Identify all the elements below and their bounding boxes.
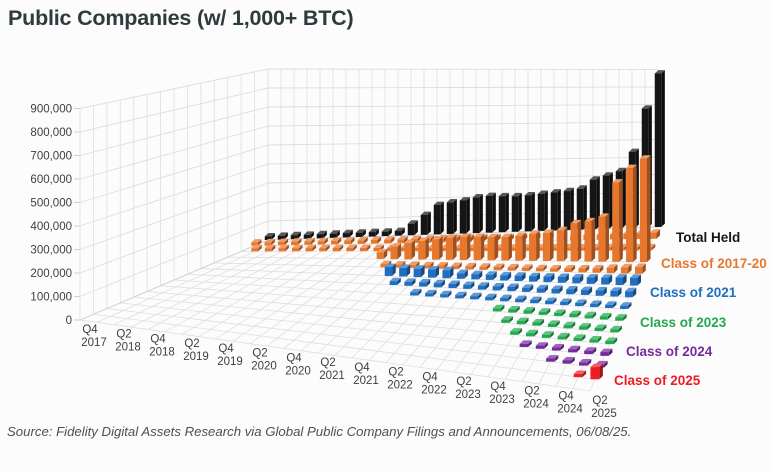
bars-group-class-of-2025 [573,363,603,380]
bars-group-class-of-2024 [519,340,613,368]
y-tick-label: 100,000 [30,292,72,304]
x-tick-label: Q2 2019 [183,338,209,363]
legend-label-class-of-2017-20: Class of 2017-20 [661,256,767,271]
x-tick-label: Q4 2018 [149,333,175,358]
x-tick-label: Q4 2022 [421,371,447,396]
y-tick-label: 900,000 [30,104,72,116]
x-tick-label: Q4 2017 [81,324,107,349]
legend-label-total-held: Total Held [676,230,740,245]
y-tick-label: 200,000 [30,268,72,280]
y-axis-labels: 0 100,000 200,000 300,000 400,000 500,000 600,… [30,104,80,327]
legend-label-class-of-2023: Class of 2023 [640,315,727,330]
legend-label-class-of-2025: Class of 2025 [614,373,701,388]
x-tick-label: Q4 2021 [353,362,379,387]
x-tick-label: Q4 2024 [557,390,583,415]
y-tick-label: 0 [66,315,72,327]
x-tick-label: Q2 2022 [387,367,413,392]
legend-label-class-of-2024: Class of 2024 [626,344,713,359]
x-tick-label: Q4 2020 [285,352,311,377]
y-tick-label: 800,000 [30,127,72,139]
source-note: Source: Fidelity Digital Assets Research… [7,424,632,439]
x-tick-label: Q2 2020 [251,348,277,373]
x-tick-label: Q2 2025 [591,395,617,420]
x-tick-label: Q2 2023 [455,376,481,401]
chart-left-wall [79,68,269,321]
x-axis-labels: Q4 2017 Q2 2018 Q4 2018 Q2 2019 Q4 2019 Q2 2020 Q4 20… [81,324,617,420]
y-tick-label: 300,000 [30,245,72,257]
bars-group-class-of-2023 [492,304,627,345]
x-tick-label: Q2 2024 [523,386,549,411]
y-tick-label: 400,000 [30,221,72,233]
y-tick-label: 600,000 [30,174,72,186]
legend-labels: Total Held Class of 2017-20 Class of 2021 C… [614,230,767,388]
page-title: Public Companies (w/ 1,000+ BTC) [8,6,354,30]
bars-group-class-of-2021 [384,263,642,309]
x-tick-label: Q4 2023 [489,381,515,406]
y-tick-label: 500,000 [30,198,72,210]
y-tick-label: 700,000 [30,151,72,163]
bars-group-class-of-2017-20 [251,155,661,274]
x-tick-label: Q4 2019 [217,343,243,368]
x-tick-label: Q2 2021 [319,357,345,382]
x-tick-label: Q2 2018 [115,329,141,354]
legend-label-class-of-2021: Class of 2021 [650,285,737,300]
